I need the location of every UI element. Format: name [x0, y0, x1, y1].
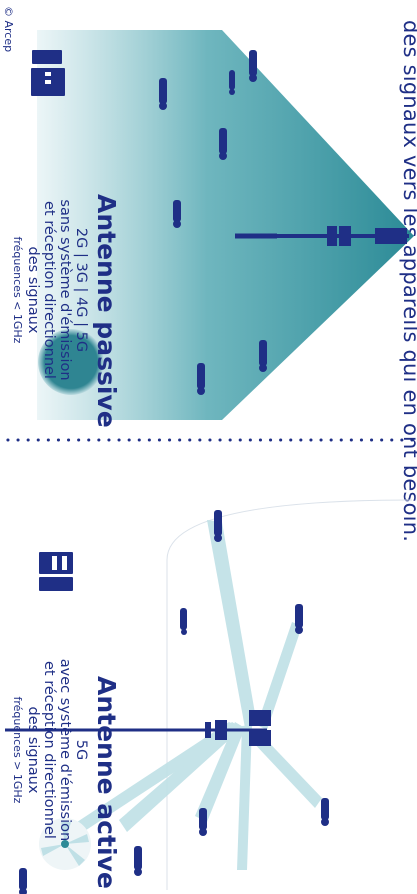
antenna-panel-icon — [31, 50, 65, 96]
active-line4: des signaux — [25, 706, 41, 794]
active-line1: 5G — [73, 739, 89, 761]
person-icon — [295, 604, 303, 634]
person-icon — [197, 363, 205, 395]
beam-fan-icon — [71, 520, 322, 870]
passive-title: Antenne passive — [92, 194, 121, 428]
active-freq: fréquences > 1GHz — [11, 696, 24, 804]
passive-freq: fréquences < 1GHz — [11, 236, 24, 344]
person-icon — [214, 510, 222, 542]
antenna-panel-icon — [39, 552, 73, 591]
copyright: © Arcep — [2, 6, 15, 53]
radiation-sphere-icon — [38, 329, 104, 395]
passive-line2: sans système d'émission — [57, 199, 73, 381]
person-icon — [219, 128, 227, 160]
person-icon — [173, 200, 181, 228]
active-title: Antenne active — [92, 676, 121, 889]
person-icon — [180, 608, 187, 635]
passive-tower-icon — [235, 226, 409, 246]
passive-line4: des signaux — [25, 246, 41, 334]
person-icon — [229, 70, 235, 95]
active-line2: avec système d'émission — [57, 658, 73, 842]
person-icon — [134, 846, 142, 876]
passive-line3: et réception directionnel — [41, 201, 57, 379]
person-icon — [249, 50, 257, 82]
beam-star-icon — [39, 818, 91, 870]
passive-line1: 2G | 3G | 4G | 5G — [73, 227, 89, 353]
active-tower-icon — [5, 710, 271, 746]
passive-people — [159, 50, 267, 395]
person-icon — [159, 78, 167, 110]
person-icon — [259, 340, 267, 372]
person-icon — [19, 868, 27, 894]
passive-coverage-triangle — [37, 30, 414, 420]
person-icon — [321, 798, 329, 826]
person-icon — [199, 808, 207, 836]
active-line3: et réception directionnel — [41, 661, 57, 839]
